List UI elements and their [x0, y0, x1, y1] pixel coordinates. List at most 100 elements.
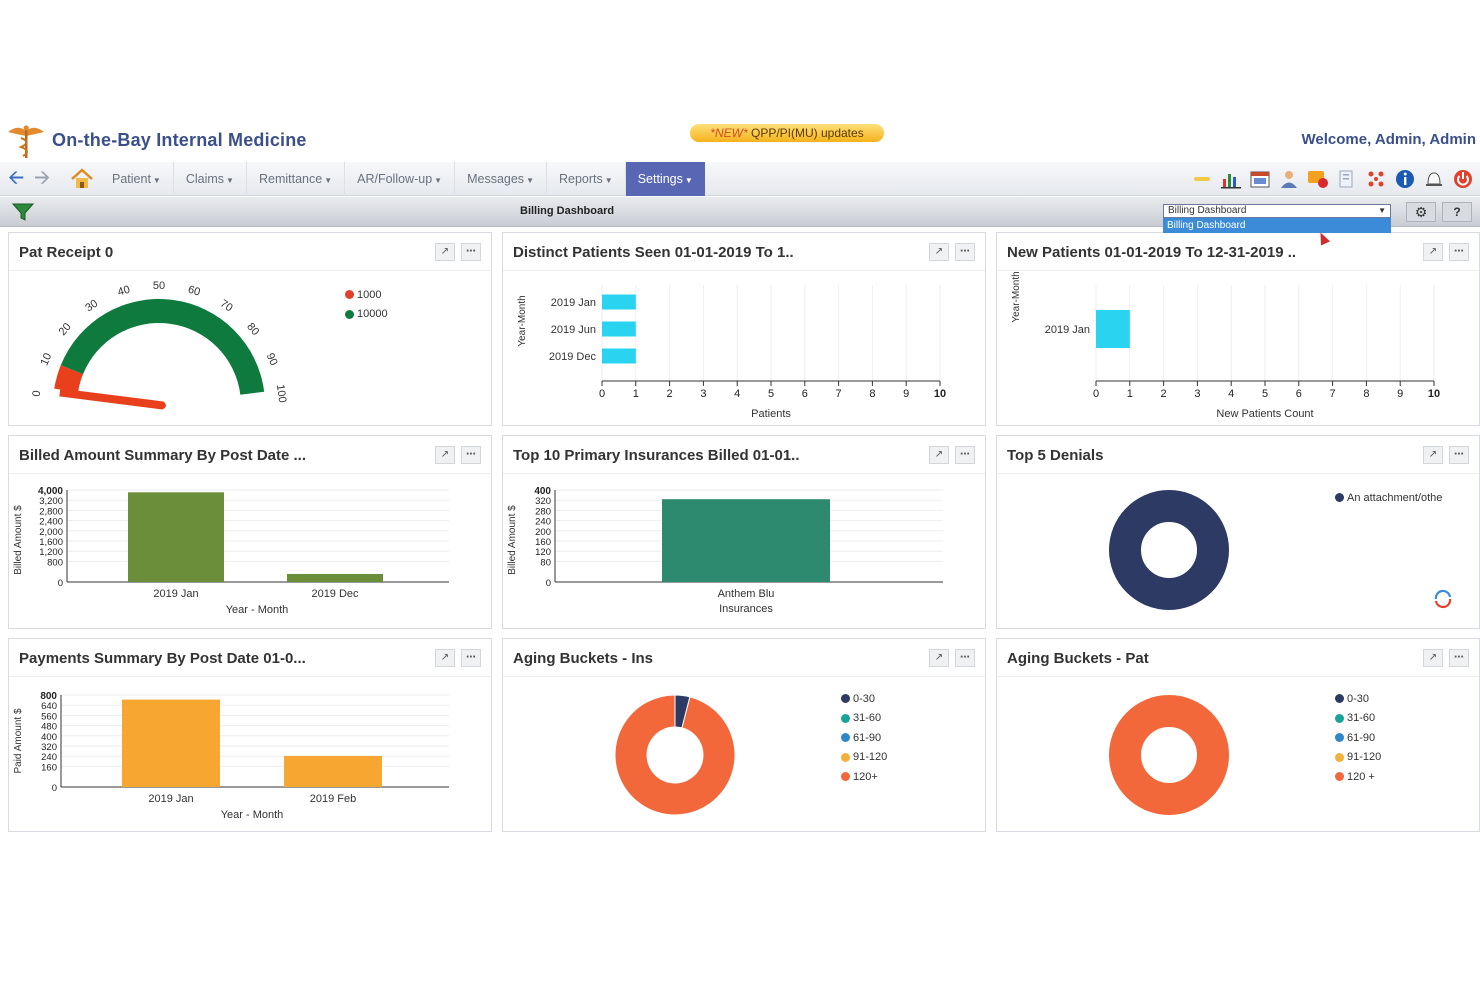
y-tick-label: 800 — [47, 557, 63, 568]
widget-header: Pat Receipt 0 ↗ ⋯ — [9, 233, 491, 271]
more-options-icon[interactable]: ⋯ — [955, 446, 975, 464]
key-icon[interactable] — [1190, 167, 1213, 190]
expand-icon[interactable]: ↗ — [929, 243, 949, 261]
legend-label: 120 + — [1347, 770, 1375, 783]
settings-gear-button[interactable]: ⚙ — [1406, 202, 1436, 222]
legend-label: 0-30 — [853, 692, 876, 705]
widget-body: 0-30 31-60 61-90 91-120 120 + — [997, 677, 1479, 833]
updates-banner[interactable]: *NEW* QPP/PI(MU) updates — [690, 124, 884, 142]
x-tick-label: 0 — [599, 388, 605, 400]
legend-item: 61-90 — [841, 728, 887, 748]
x-tick-label: 0 — [1093, 388, 1099, 400]
refresh-icon[interactable] — [1431, 586, 1455, 610]
widget-body: 0 1 2 3 4 5 6 7 8 9 10 2019 Jan 2019 Jun 2019 Dec Pati… — [503, 271, 985, 427]
expand-icon[interactable]: ↗ — [929, 446, 949, 464]
help-button[interactable]: ? — [1442, 202, 1472, 222]
nav-patient-label: Patient — [112, 172, 151, 186]
more-options-icon[interactable]: ⋯ — [461, 243, 481, 261]
x-tick-label: 4 — [734, 388, 740, 400]
widget-title: Aging Buckets - Pat — [1007, 650, 1149, 667]
legend-dot-icon — [1335, 752, 1344, 762]
user-icon[interactable] — [1277, 167, 1300, 190]
expand-icon[interactable]: ↗ — [435, 243, 455, 261]
dashboard-select[interactable]: Billing Dashboard ▼ — [1163, 204, 1391, 218]
expand-icon[interactable]: ↗ — [435, 649, 455, 667]
home-icon[interactable] — [70, 168, 94, 190]
forward-arrow-icon[interactable]: 🡪 — [34, 167, 51, 189]
nav-remittance[interactable]: Remittance ▼ — [245, 162, 344, 196]
widget-header: Payments Summary By Post Date 01-0... ↗ … — [9, 639, 491, 677]
x-tick-label: 8 — [869, 388, 875, 400]
x-axis-label: Patients — [751, 408, 791, 420]
bar-chart-icon[interactable] — [1219, 167, 1242, 190]
legend-label: 1000 — [357, 288, 382, 301]
y-tick-label: 1,200 — [39, 547, 63, 558]
widget-header: Distinct Patients Seen 01-01-2019 To 1..… — [503, 233, 985, 271]
filter-icon[interactable] — [10, 202, 36, 222]
y-tick-label: 4,000 — [38, 486, 63, 497]
bell-icon[interactable] — [1422, 167, 1445, 190]
nav-ar-followup-label: AR/Follow-up — [357, 172, 433, 186]
gauge-tick-label: 90 — [264, 351, 280, 367]
y-tick-label: 200 — [535, 527, 551, 538]
gauge-tick-label: 60 — [186, 284, 201, 299]
widget-payments-summary: Payments Summary By Post Date 01-0... ↗ … — [8, 638, 492, 832]
expand-icon[interactable]: ↗ — [1423, 649, 1443, 667]
legend-dot-icon — [841, 694, 850, 704]
nav-reports[interactable]: Reports ▼ — [545, 162, 625, 196]
more-options-icon[interactable]: ⋯ — [955, 243, 975, 261]
expand-icon[interactable]: ↗ — [1423, 446, 1443, 464]
expand-icon[interactable]: ↗ — [435, 446, 455, 464]
nav-settings[interactable]: Settings ▼ — [624, 162, 705, 196]
gauge-needle — [59, 388, 166, 410]
nav-claims-label: Claims — [185, 172, 225, 186]
nav-patient[interactable]: Patient ▼ — [100, 162, 173, 196]
y-tick-label: 400 — [41, 732, 57, 743]
alerts-icon[interactable] — [1306, 167, 1329, 190]
nav-messages[interactable]: Messages ▼ — [454, 162, 546, 196]
more-options-icon[interactable]: ⋯ — [461, 649, 481, 667]
legend-label: An attachment/othe — [1347, 491, 1443, 504]
widget-body: 400 320 280 240 200 160 120 80 0 Anthem Blu Insura… — [503, 474, 985, 630]
apps-grid-icon[interactable] — [1364, 167, 1387, 190]
documents-icon[interactable] — [1335, 167, 1358, 190]
y-tick-label: 80 — [540, 557, 551, 568]
y-axis-label: Year-Month — [1011, 271, 1022, 322]
nav-claims[interactable]: Claims ▼ — [172, 162, 246, 196]
more-options-icon[interactable]: ⋯ — [461, 446, 481, 464]
info-icon[interactable] — [1393, 167, 1416, 190]
nav-ar-followup[interactable]: AR/Follow-up ▼ — [344, 162, 454, 196]
gauge-tick-label: 80 — [244, 321, 261, 338]
x-tick-label: 9 — [903, 388, 909, 400]
power-icon[interactable] — [1451, 167, 1474, 190]
x-tick-label: 2019 Dec — [311, 588, 359, 600]
widget-header: Aging Buckets - Pat ↗ ⋯ — [997, 639, 1479, 677]
expand-icon[interactable]: ↗ — [929, 649, 949, 667]
more-options-icon[interactable]: ⋯ — [1449, 243, 1469, 261]
dashboard-option[interactable]: Billing Dashboard — [1163, 218, 1391, 233]
more-options-icon[interactable]: ⋯ — [1449, 649, 1469, 667]
widget-aging-ins: Aging Buckets - Ins ↗ ⋯ 0-30 31-60 61-90… — [502, 638, 986, 832]
y-tick-label: 2019 Jan — [1045, 324, 1090, 336]
y-tick-label: 480 — [41, 722, 57, 733]
back-arrow-icon[interactable]: 🡨 — [8, 167, 25, 189]
more-options-icon[interactable]: ⋯ — [955, 649, 975, 667]
donut-slice — [1109, 695, 1229, 815]
legend-item: An attachment/othe — [1335, 488, 1442, 508]
y-tick-label: 800 — [40, 691, 57, 702]
widget-body: 0 1 2 3 4 5 6 7 8 9 10 2019 Jan New Patients Count Ye… — [997, 271, 1479, 427]
x-tick-label: 9 — [1397, 388, 1403, 400]
y-tick-label: 1,600 — [39, 537, 63, 548]
calendar-icon[interactable] — [1248, 167, 1271, 190]
x-tick-label: 2019 Jan — [148, 793, 193, 805]
y-axis-label: Year-Month — [517, 295, 528, 346]
aging-ins-chart — [614, 694, 736, 816]
expand-icon[interactable]: ↗ — [1423, 243, 1443, 261]
x-tick-label: 8 — [1363, 388, 1369, 400]
more-options-icon[interactable]: ⋯ — [1449, 446, 1469, 464]
gauge-tick-label: 70 — [218, 298, 235, 315]
x-tick-label: 5 — [1262, 388, 1268, 400]
chevron-down-icon: ▼ — [434, 176, 443, 185]
legend-item: 0-30 — [841, 689, 887, 709]
